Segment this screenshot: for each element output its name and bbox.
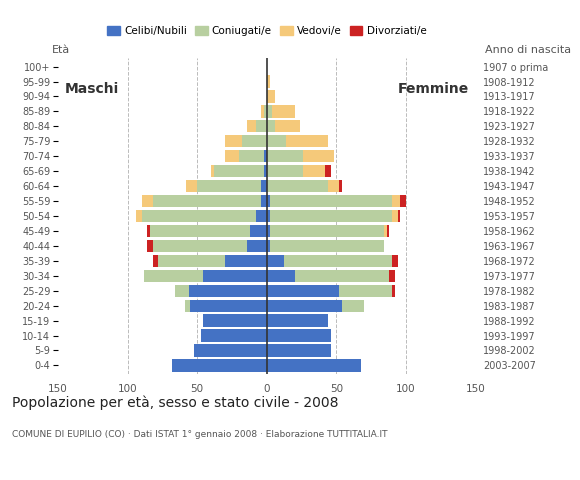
Bar	[267, 240, 270, 252]
Bar	[147, 240, 153, 252]
Bar	[150, 225, 250, 237]
Bar	[400, 195, 406, 207]
Bar	[328, 180, 339, 192]
Text: Popolazione per età, sesso e stato civile - 2008: Popolazione per età, sesso e stato civil…	[12, 396, 338, 410]
Bar	[386, 225, 389, 237]
Bar	[256, 210, 267, 222]
Bar	[270, 240, 384, 252]
Bar	[267, 165, 303, 177]
Bar	[384, 225, 386, 237]
Bar	[201, 329, 267, 342]
Bar	[267, 300, 342, 312]
Bar	[264, 105, 267, 118]
Bar	[153, 240, 247, 252]
Bar	[392, 285, 395, 297]
Bar	[267, 314, 328, 327]
Bar	[186, 180, 197, 192]
Bar	[203, 270, 267, 282]
Bar	[398, 210, 400, 222]
Bar	[144, 270, 203, 282]
Bar	[267, 120, 275, 132]
Bar	[267, 344, 331, 357]
Text: COMUNE DI EUPILIO (CO) · Dati ISTAT 1° gennaio 2008 · Elaborazione TUTTITALIA.IT: COMUNE DI EUPILIO (CO) · Dati ISTAT 1° g…	[12, 430, 387, 439]
Bar	[225, 255, 267, 267]
Legend: Celibi/Nubili, Coniugati/e, Vedovi/e, Divorziati/e: Celibi/Nubili, Coniugati/e, Vedovi/e, Di…	[103, 22, 430, 40]
Text: Maschi: Maschi	[65, 82, 119, 96]
Bar	[392, 255, 398, 267]
Bar	[267, 225, 270, 237]
Bar	[153, 255, 158, 267]
Bar	[267, 150, 303, 162]
Bar	[261, 195, 267, 207]
Bar	[247, 240, 267, 252]
Bar	[239, 150, 264, 162]
Text: Età: Età	[52, 45, 70, 55]
Bar	[342, 300, 364, 312]
Bar	[267, 285, 339, 297]
Bar	[303, 165, 325, 177]
Bar	[339, 285, 392, 297]
Bar	[270, 210, 392, 222]
Bar	[275, 120, 300, 132]
Bar	[392, 210, 398, 222]
Bar	[267, 180, 328, 192]
Bar	[267, 135, 287, 147]
Bar	[211, 165, 214, 177]
Bar	[303, 150, 333, 162]
Bar	[267, 270, 295, 282]
Bar	[142, 195, 153, 207]
Bar	[295, 270, 389, 282]
Bar	[267, 329, 331, 342]
Bar	[267, 105, 273, 118]
Bar	[325, 165, 331, 177]
Text: Femmine: Femmine	[397, 82, 469, 96]
Bar	[287, 135, 328, 147]
Bar	[184, 300, 190, 312]
Bar	[172, 360, 267, 372]
Bar	[273, 105, 295, 118]
Bar	[242, 135, 267, 147]
Text: Anno di nascita: Anno di nascita	[485, 45, 571, 55]
Bar	[264, 150, 267, 162]
Bar	[158, 255, 225, 267]
Bar	[270, 195, 392, 207]
Bar	[250, 225, 267, 237]
Bar	[225, 150, 239, 162]
Bar	[147, 225, 150, 237]
Bar	[214, 165, 264, 177]
Bar	[136, 210, 142, 222]
Bar	[203, 314, 267, 327]
Bar	[153, 195, 261, 207]
Bar	[247, 120, 256, 132]
Bar	[194, 344, 267, 357]
Bar	[389, 270, 395, 282]
Bar	[190, 300, 267, 312]
Bar	[189, 285, 267, 297]
Bar	[339, 180, 342, 192]
Bar	[284, 255, 392, 267]
Bar	[175, 285, 189, 297]
Bar	[142, 210, 256, 222]
Bar	[264, 165, 267, 177]
Bar	[392, 195, 400, 207]
Bar	[267, 210, 270, 222]
Bar	[256, 120, 267, 132]
Bar	[267, 360, 361, 372]
Bar	[261, 105, 264, 118]
Bar	[267, 255, 284, 267]
Bar	[261, 180, 267, 192]
Bar	[267, 75, 270, 88]
Bar	[197, 180, 261, 192]
Bar	[270, 225, 384, 237]
Bar	[225, 135, 242, 147]
Bar	[267, 90, 275, 103]
Bar	[267, 195, 270, 207]
